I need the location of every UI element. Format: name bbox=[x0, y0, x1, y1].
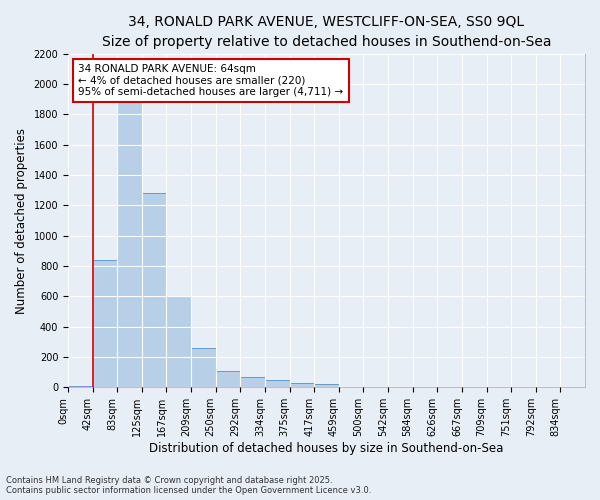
Bar bbox=[92, 260, 117, 388]
Bar bbox=[68, 386, 92, 388]
Text: Contains HM Land Registry data © Crown copyright and database right 2025.
Contai: Contains HM Land Registry data © Crown c… bbox=[6, 476, 371, 495]
Bar bbox=[265, 380, 290, 388]
Text: 34 RONALD PARK AVENUE: 64sqm
← 4% of detached houses are smaller (220)
95% of se: 34 RONALD PARK AVENUE: 64sqm ← 4% of det… bbox=[79, 64, 343, 97]
Bar bbox=[290, 383, 314, 388]
Bar bbox=[314, 384, 339, 388]
Bar bbox=[166, 296, 191, 388]
Title: 34, RONALD PARK AVENUE, WESTCLIFF-ON-SEA, SS0 9QL
Size of property relative to d: 34, RONALD PARK AVENUE, WESTCLIFF-ON-SEA… bbox=[102, 15, 551, 48]
Bar bbox=[117, 95, 142, 388]
Bar bbox=[339, 386, 364, 388]
X-axis label: Distribution of detached houses by size in Southend-on-Sea: Distribution of detached houses by size … bbox=[149, 442, 504, 455]
Bar bbox=[191, 348, 216, 388]
Bar bbox=[216, 370, 241, 388]
Y-axis label: Number of detached properties: Number of detached properties bbox=[15, 128, 28, 314]
Bar bbox=[142, 194, 166, 388]
Bar bbox=[241, 378, 265, 388]
